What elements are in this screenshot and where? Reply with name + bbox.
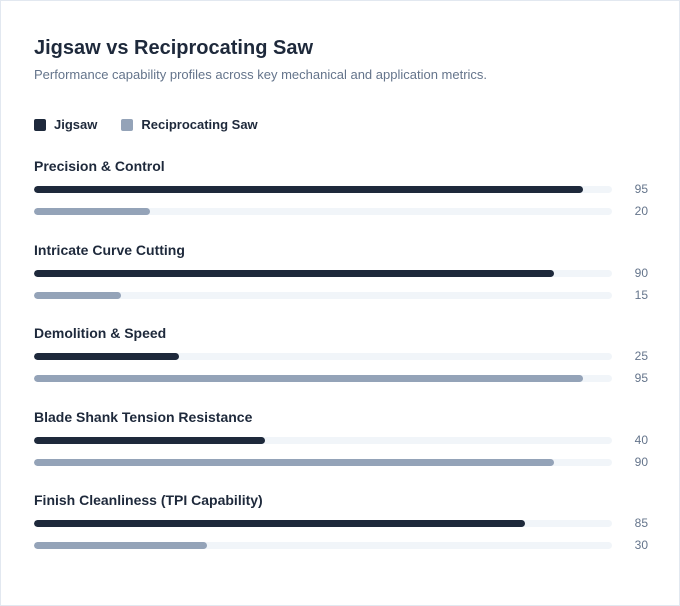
bar-track <box>34 269 612 277</box>
bar-jigsaw <box>34 186 584 193</box>
chart-title: Jigsaw vs Reciprocating Saw <box>34 37 313 59</box>
bar-reciprocating-saw <box>34 291 121 299</box>
value-label: 40 <box>634 432 648 447</box>
bar-jigsaw <box>34 269 555 277</box>
bar-reciprocating-saw <box>34 375 584 382</box>
bar-track <box>34 542 612 549</box>
legend: Jigsaw Reciprocating Saw <box>34 117 282 132</box>
value-label: 85 <box>634 516 648 530</box>
metric-label: Precision & Control <box>34 158 165 174</box>
bar-track <box>34 375 612 382</box>
legend-swatch-jigsaw <box>34 118 46 131</box>
bar-reciprocating-saw <box>34 458 555 466</box>
metric-label: Blade Shank Tension Resistance <box>34 408 253 425</box>
legend-label-reciprocating-saw: Reciprocating Saw <box>141 117 258 132</box>
metric-label: Demolition & Speed <box>34 325 167 341</box>
bar-track <box>34 186 612 193</box>
value-label: 15 <box>634 287 648 302</box>
value-label: 95 <box>634 371 648 385</box>
metric-label: Finish Cleanliness (TPI Capability) <box>34 492 263 508</box>
value-label: 90 <box>634 454 648 469</box>
value-label: 30 <box>634 538 648 552</box>
legend-swatch-reciprocating-saw <box>121 118 134 131</box>
chart-subtitle: Performance capability profiles across k… <box>34 67 488 82</box>
bar-track <box>34 291 612 299</box>
bar-track <box>34 353 612 360</box>
bar-jigsaw <box>34 436 266 444</box>
legend-item-jigsaw: Jigsaw <box>34 117 97 132</box>
value-label: 95 <box>634 182 648 196</box>
legend-label-jigsaw: Jigsaw <box>54 117 98 132</box>
legend-item-reciprocating-saw: Reciprocating Saw <box>121 117 258 132</box>
bar-reciprocating-saw <box>34 542 208 549</box>
bar-track <box>34 520 612 527</box>
bar-track <box>34 436 612 444</box>
value-label: 20 <box>634 204 648 218</box>
bar-track <box>34 208 612 215</box>
bar-jigsaw <box>34 520 526 527</box>
value-label: 90 <box>634 265 648 280</box>
bar-jigsaw <box>34 353 179 360</box>
metric-label: Intricate Curve Cutting <box>34 241 185 258</box>
value-label: 25 <box>634 349 648 363</box>
bar-track <box>34 458 612 466</box>
bar-reciprocating-saw <box>34 208 150 215</box>
